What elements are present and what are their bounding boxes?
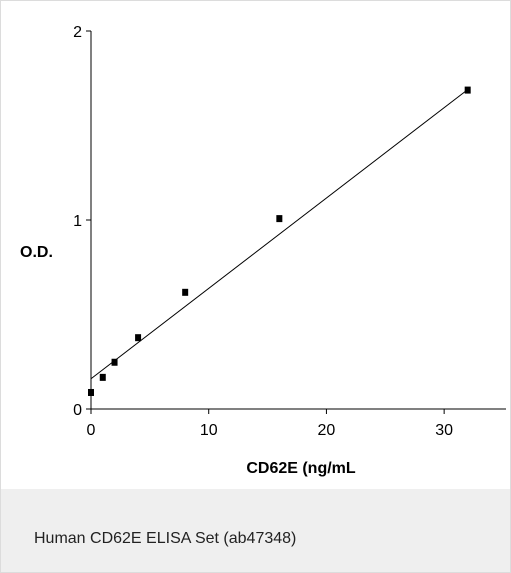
ticks: 0 10 20 30 0 1 2 — [73, 24, 453, 439]
fit-line — [90, 89, 468, 380]
data-point — [88, 388, 94, 396]
figure-caption: Human CD62E ELISA Set (ab47348) — [34, 530, 297, 547]
x-tick-label: 10 — [200, 422, 218, 439]
data-point — [111, 358, 118, 366]
data-point — [276, 215, 283, 223]
y-tick-label: 1 — [73, 213, 82, 230]
y-tick-label: 0 — [73, 402, 82, 419]
x-tick-label: 0 — [87, 422, 96, 439]
y-tick-label: 2 — [73, 24, 82, 41]
caption-area: Human CD62E ELISA Set (ab47348) — [1, 489, 510, 572]
x-tick-label: 20 — [318, 422, 336, 439]
data-point — [135, 334, 142, 342]
x-tick-label: 30 — [435, 422, 453, 439]
y-axis-label: O.D. — [20, 244, 53, 261]
plot-area: 0 10 20 30 0 1 2 O.D. CD62E (ng/mL — [1, 1, 510, 489]
x-axis-label: CD62E (ng/mL — [246, 460, 356, 477]
chart-svg: 0 10 20 30 0 1 2 O.D. CD62E (ng/mL — [20, 24, 506, 477]
data-point — [464, 86, 471, 94]
data-points — [88, 86, 471, 396]
data-point — [99, 373, 106, 381]
data-point — [182, 288, 189, 296]
